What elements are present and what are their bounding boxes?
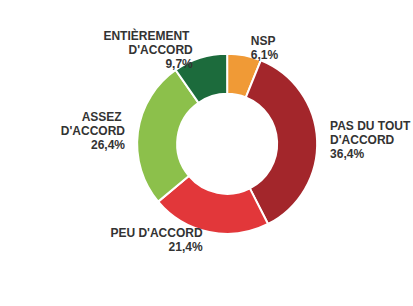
svg-text:PEU D'ACCORD: PEU D'ACCORD: [110, 226, 203, 240]
svg-text:21,4%: 21,4%: [169, 240, 203, 254]
svg-text:D'ACCORD: D'ACCORD: [129, 43, 194, 57]
svg-text:36,4%: 36,4%: [330, 147, 364, 161]
svg-text:26,4%: 26,4%: [91, 138, 125, 152]
svg-text:NSP: NSP: [251, 34, 276, 48]
svg-text:ASSEZ: ASSEZ: [82, 110, 125, 124]
svg-text:9,7%: 9,7%: [165, 57, 193, 71]
svg-text:D'ACCORD: D'ACCORD: [61, 124, 126, 138]
svg-text:D'ACCORD: D'ACCORD: [330, 133, 395, 147]
svg-text:PAS DU TOUT: PAS DU TOUT: [330, 119, 413, 133]
svg-text:ENTIÈREMENT: ENTIÈREMENT: [103, 28, 192, 43]
svg-text:6,1%: 6,1%: [251, 48, 279, 62]
